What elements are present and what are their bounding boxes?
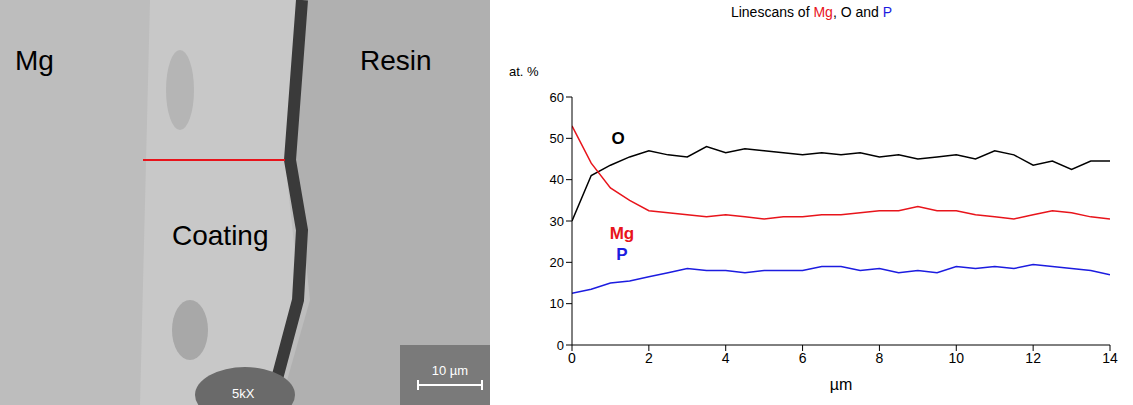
svg-text:6: 6 [799,350,807,366]
html-text:at. %: at. % [509,64,539,79]
svg-text:60: 60 [550,90,564,105]
svg-text:µm: µm [830,376,853,393]
svg-text:50: 50 [550,131,564,146]
svg-text:Coating: Coating [172,220,269,251]
svg-text:20: 20 [550,255,564,270]
svg-text:10: 10 [948,350,964,366]
svg-text:14: 14 [1102,350,1118,366]
svg-text:10 µm: 10 µm [432,363,468,378]
html-text:Linescans of Mg, O and P: Linescans of Mg, O and P [730,4,892,20]
svg-text:0: 0 [568,350,576,366]
svg-text:10: 10 [550,296,564,311]
svg-text:Resin: Resin [360,45,432,76]
svg-text:40: 40 [550,172,564,187]
svg-text:2: 2 [645,350,653,366]
svg-text:4: 4 [722,350,730,366]
svg-text:P: P [616,245,627,264]
svg-text:O: O [611,129,624,148]
svg-text:Mg: Mg [15,45,54,76]
svg-text:8: 8 [876,350,884,366]
svg-text:Mg: Mg [610,224,635,243]
svg-text:5kX: 5kX [232,386,255,401]
svg-text:12: 12 [1025,350,1041,366]
svg-text:30: 30 [550,214,564,229]
svg-text:0: 0 [557,338,564,353]
